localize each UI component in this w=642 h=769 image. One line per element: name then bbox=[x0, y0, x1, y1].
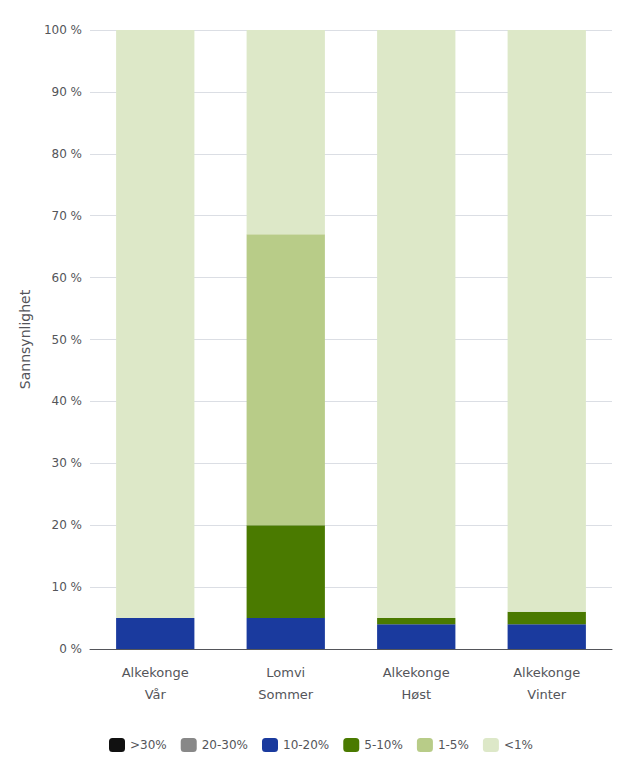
svg-text:10 %: 10 % bbox=[52, 580, 83, 594]
svg-text:30 %: 30 % bbox=[52, 456, 83, 470]
svg-text:<1%: <1% bbox=[504, 738, 533, 752]
svg-text:20-30%: 20-30% bbox=[202, 738, 248, 752]
svg-text:Vinter: Vinter bbox=[527, 687, 567, 702]
svg-text:Vår: Vår bbox=[145, 687, 167, 702]
svg-text:80 %: 80 % bbox=[52, 147, 83, 161]
svg-text:Sommer: Sommer bbox=[258, 687, 314, 702]
svg-text:20 %: 20 % bbox=[52, 518, 83, 532]
svg-text:Alkekonge: Alkekonge bbox=[383, 665, 450, 680]
svg-text:>30%: >30% bbox=[130, 738, 167, 752]
svg-text:90 %: 90 % bbox=[52, 85, 83, 99]
svg-text:70 %: 70 % bbox=[52, 209, 83, 223]
svg-text:Alkekonge: Alkekonge bbox=[513, 665, 580, 680]
svg-text:40 %: 40 % bbox=[52, 394, 83, 408]
svg-text:Lomvi: Lomvi bbox=[266, 665, 305, 680]
svg-text:Høst: Høst bbox=[401, 687, 431, 702]
svg-text:Alkekonge: Alkekonge bbox=[122, 665, 189, 680]
svg-text:100 %: 100 % bbox=[44, 23, 82, 37]
svg-text:0 %: 0 % bbox=[59, 642, 82, 656]
svg-text:10-20%: 10-20% bbox=[283, 738, 329, 752]
svg-text:Sannsynlighet: Sannsynlighet bbox=[17, 289, 33, 389]
svg-text:1-5%: 1-5% bbox=[438, 738, 469, 752]
svg-text:60 %: 60 % bbox=[52, 271, 83, 285]
svg-text:50 %: 50 % bbox=[52, 333, 83, 347]
svg-text:5-10%: 5-10% bbox=[364, 738, 403, 752]
